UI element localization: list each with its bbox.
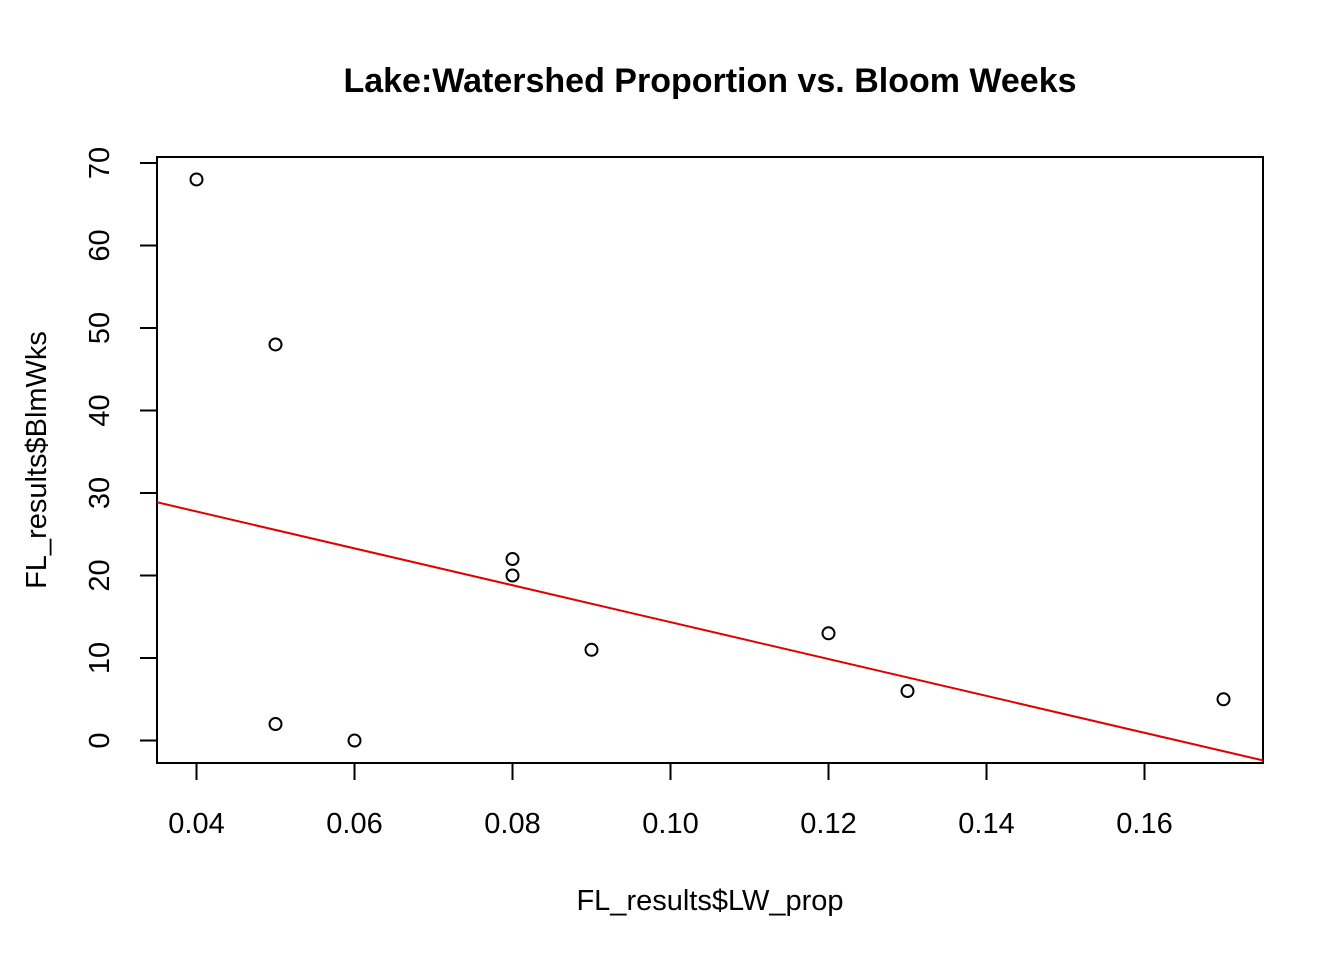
data-point: [821, 626, 836, 641]
y-tick-label: 10: [84, 642, 116, 674]
regression-line: [157, 501, 1263, 762]
y-axis-label: FL_results$BlmWks: [21, 331, 53, 589]
x-tick-label: 0.10: [642, 808, 698, 840]
data-point: [189, 172, 204, 187]
x-tick-label: 0.06: [326, 808, 382, 840]
data-point: [584, 642, 599, 657]
y-tick-label: 70: [84, 147, 116, 179]
x-tick-label: 0.16: [1116, 808, 1172, 840]
y-tick-label: 30: [84, 477, 116, 509]
data-point: [900, 684, 915, 699]
data-points: [189, 172, 1231, 748]
data-point: [505, 568, 520, 583]
plot-area: [156, 156, 1264, 764]
y-tick-label: 0: [84, 732, 116, 748]
y-tick-label: 20: [84, 559, 116, 591]
regression-line-group: [157, 501, 1263, 762]
chart-title: Lake:Watershed Proportion vs. Bloom Week…: [343, 62, 1076, 100]
y-tick-label: 50: [84, 312, 116, 344]
plot-border: [156, 156, 1264, 764]
y-tick-label: 40: [84, 394, 116, 426]
x-tick-label: 0.14: [958, 808, 1014, 840]
x-axis: 0.04 0.06 0.08 0.10 0.12 0.14 0.16: [168, 763, 1173, 840]
y-tick-label: 60: [84, 229, 116, 261]
x-tick-label: 0.12: [800, 808, 856, 840]
x-tick-label: 0.08: [484, 808, 540, 840]
x-axis-label: FL_results$LW_prop: [576, 885, 843, 917]
y-axis: 0 10 20 30 40 50 60 70: [84, 147, 157, 749]
data-point: [268, 717, 283, 732]
data-point: [505, 552, 520, 567]
data-point: [268, 337, 283, 352]
data-point: [1216, 692, 1231, 707]
data-point: [347, 733, 362, 748]
x-tick-label: 0.04: [168, 808, 224, 840]
